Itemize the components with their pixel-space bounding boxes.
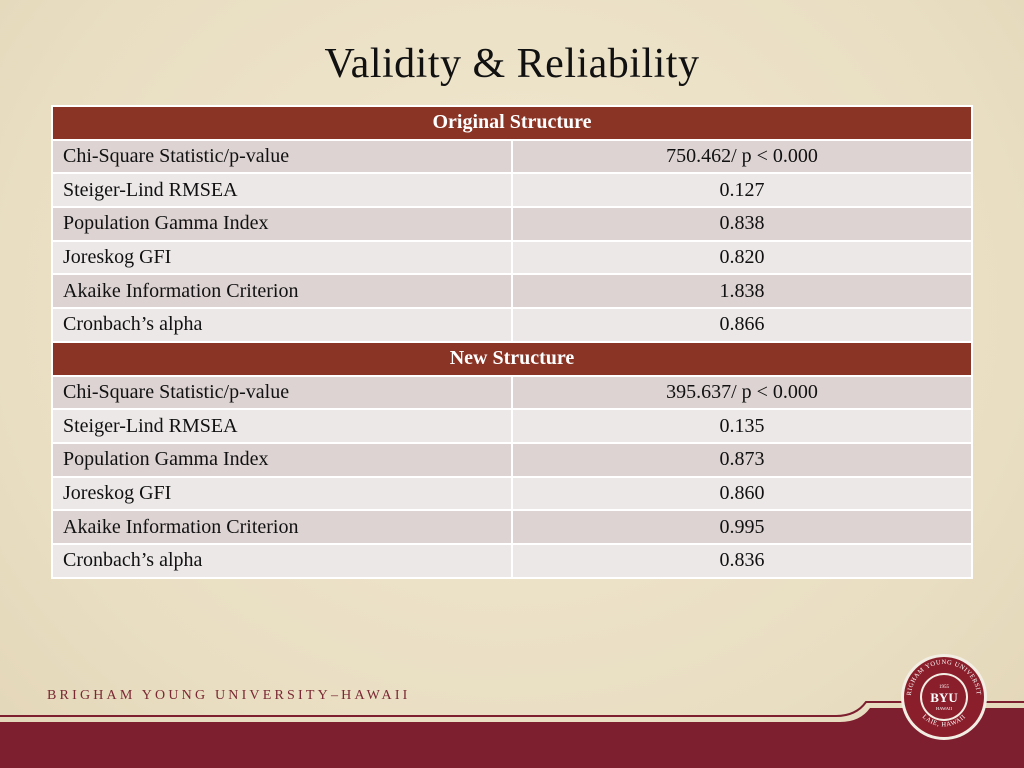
value-cell: 0.135 [511,408,973,444]
byu-hawaii-seal-icon: BRIGHAM YOUNG UNIVERSITY LAIE, HAWAII 19… [899,652,987,740]
metric-cell: Cronbach’s alpha [51,307,513,343]
section-header-original: Original Structure [51,105,973,141]
metric-cell: Cronbach’s alpha [51,542,513,579]
table-row: Cronbach’s alpha 0.866 [51,307,973,343]
section-header-row: New Structure [51,340,973,377]
value-cell: 1.838 [511,273,973,310]
table-row: Joreskog GFI 0.820 [51,239,973,276]
value-cell: 0.866 [511,307,973,343]
metric-cell: Akaike Information Criterion [51,273,513,310]
value-cell: 0.860 [511,475,973,512]
value-cell: 0.820 [511,239,973,276]
table-row: Akaike Information Criterion 0.995 [51,509,973,545]
table-row: Population Gamma Index 0.873 [51,441,973,478]
svg-text:HAWAII: HAWAII [936,706,953,711]
metric-cell: Akaike Information Criterion [51,509,513,545]
metric-cell: Population Gamma Index [51,441,513,478]
value-cell: 0.838 [511,206,973,242]
table-row: Joreskog GFI 0.860 [51,475,973,512]
slide-title: Validity & Reliability [324,41,700,87]
value-cell: 395.637/ p < 0.000 [511,374,973,411]
section-header-row: Original Structure [51,105,973,141]
value-cell: 0.836 [511,542,973,579]
metric-cell: Chi-Square Statistic/p-value [51,374,513,411]
table-row: Chi-Square Statistic/p-value 750.462/ p … [51,138,973,175]
metric-cell: Steiger-Lind RMSEA [51,408,513,444]
table-row: Steiger-Lind RMSEA 0.127 [51,172,973,209]
svg-text:BYU: BYU [930,690,958,705]
metric-cell: Steiger-Lind RMSEA [51,172,513,209]
value-cell: 750.462/ p < 0.000 [511,138,973,175]
value-cell: 0.127 [511,172,973,209]
metric-cell: Population Gamma Index [51,206,513,242]
university-wordmark: BRIGHAM YOUNG UNIVERSITY–HAWAII [47,688,411,703]
value-cell: 0.873 [511,441,973,478]
metric-cell: Joreskog GFI [51,475,513,512]
table-row: Akaike Information Criterion 1.838 [51,273,973,310]
metric-cell: Joreskog GFI [51,239,513,276]
metric-cell: Chi-Square Statistic/p-value [51,138,513,175]
table-row: Cronbach’s alpha 0.836 [51,542,973,579]
statistics-table: Original Structure Chi-Square Statistic/… [51,105,973,579]
table-row: Population Gamma Index 0.838 [51,206,973,242]
value-cell: 0.995 [511,509,973,545]
table-row: Chi-Square Statistic/p-value 395.637/ p … [51,374,973,411]
table-row: Steiger-Lind RMSEA 0.135 [51,408,973,444]
svg-text:1955: 1955 [939,685,950,690]
section-header-new: New Structure [51,340,973,377]
footer-band [0,701,1024,768]
